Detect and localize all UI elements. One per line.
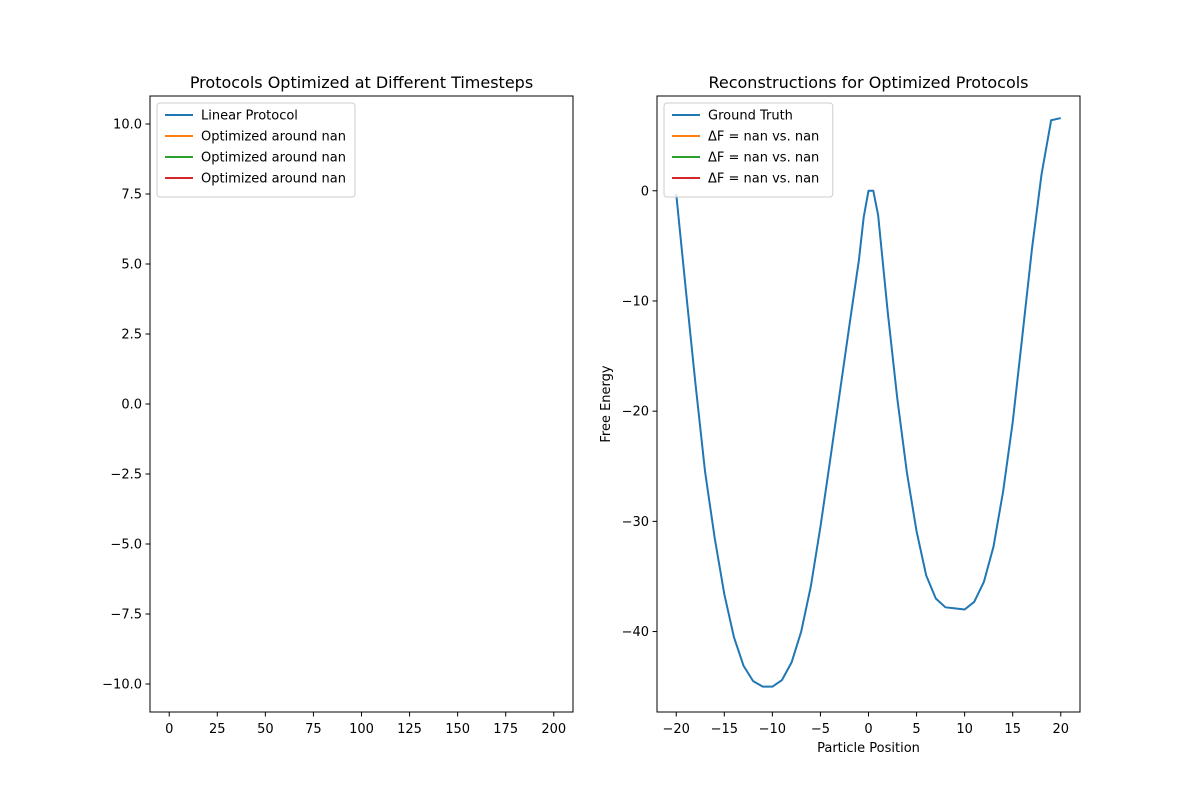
left-y-tick-label: −2.5 (110, 468, 142, 483)
right-y-tick-label: −20 (622, 405, 649, 420)
left-y-tick-label: 0.0 (121, 398, 142, 413)
left-y-axis: 10.0 7.5 5.0 2.5 0.0 −2.5 −5.0 −7.5 −10.0 (102, 118, 150, 693)
right-legend-label-1: Ground Truth (708, 109, 793, 124)
left-x-tick-label: 25 (209, 722, 226, 737)
left-y-tick-label: 7.5 (121, 188, 142, 203)
right-x-tick-label: −5 (811, 722, 830, 737)
right-y-axis: 0 −10 −20 −30 −40 (622, 184, 657, 640)
left-y-tick-label: −5.0 (110, 538, 142, 553)
right-legend-label-3: ΔF = nan vs. nan (708, 151, 819, 166)
left-y-tick-label: 10.0 (113, 118, 142, 133)
right-y-tick-label: 0 (641, 184, 649, 199)
right-y-tick-label: −40 (622, 625, 649, 640)
left-legend-label-1: Linear Protocol (201, 109, 298, 124)
right-plot-area (675, 117, 1061, 688)
left-axes-frame (149, 95, 574, 713)
right-x-tick-label: −10 (759, 722, 786, 737)
right-x-tick-label: −20 (663, 722, 690, 737)
left-legend-label-3: Optimized around nan (201, 151, 346, 166)
left-x-tick-label: 100 (349, 722, 374, 737)
right-legend-label-2: ΔF = nan vs. nan (708, 130, 819, 145)
right-legend-box (663, 102, 834, 198)
right-chart-panel: Reconstructions for Optimized Protocols … (599, 73, 1081, 756)
right-y-tick-label: −10 (622, 294, 649, 309)
right-x-tick-label: 20 (1052, 722, 1069, 737)
left-legend-box (156, 102, 356, 198)
left-chart-title: Protocols Optimized at Different Timeste… (190, 73, 533, 92)
right-x-tick-label: 10 (956, 722, 973, 737)
right-series-line-1 (675, 117, 1061, 688)
left-x-tick-label: 50 (257, 722, 274, 737)
right-x-tick-label: 5 (912, 722, 920, 737)
right-x-tick-label: 15 (1004, 722, 1021, 737)
left-x-tick-label: 200 (541, 722, 566, 737)
left-x-axis: 0 25 50 75 100 125 150 175 200 (165, 712, 566, 737)
left-y-tick-label: −10.0 (102, 678, 142, 693)
left-x-tick-label: 75 (305, 722, 322, 737)
right-x-tick-label: 0 (864, 722, 872, 737)
right-axes-frame (656, 95, 1081, 713)
left-legend-label-2: Optimized around nan (201, 130, 346, 145)
left-y-tick-label: 2.5 (121, 328, 142, 343)
left-legend: Linear Protocol Optimized around nan Optim… (156, 102, 356, 198)
left-x-tick-label: 150 (445, 722, 470, 737)
right-y-tick-label: −30 (622, 515, 649, 530)
right-legend: Ground Truth ΔF = nan vs. nan ΔF = nan vs.… (663, 102, 834, 198)
right-chart-title: Reconstructions for Optimized Protocols (708, 73, 1028, 92)
right-x-axis-label: Particle Position (817, 741, 920, 756)
left-y-tick-label: 5.0 (121, 258, 142, 273)
right-x-axis: −20 −15 −10 −5 0 5 10 15 20 (663, 712, 1069, 737)
left-x-tick-label: 125 (397, 722, 422, 737)
right-x-tick-label: −15 (711, 722, 738, 737)
left-y-tick-label: −7.5 (110, 608, 142, 623)
right-legend-label-4: ΔF = nan vs. nan (708, 172, 819, 187)
left-x-tick-label: 0 (165, 722, 173, 737)
left-legend-label-4: Optimized around nan (201, 172, 346, 187)
right-y-axis-label: Free Energy (599, 365, 614, 443)
left-x-tick-label: 175 (493, 722, 518, 737)
left-chart-panel: Protocols Optimized at Different Timeste… (102, 73, 574, 737)
